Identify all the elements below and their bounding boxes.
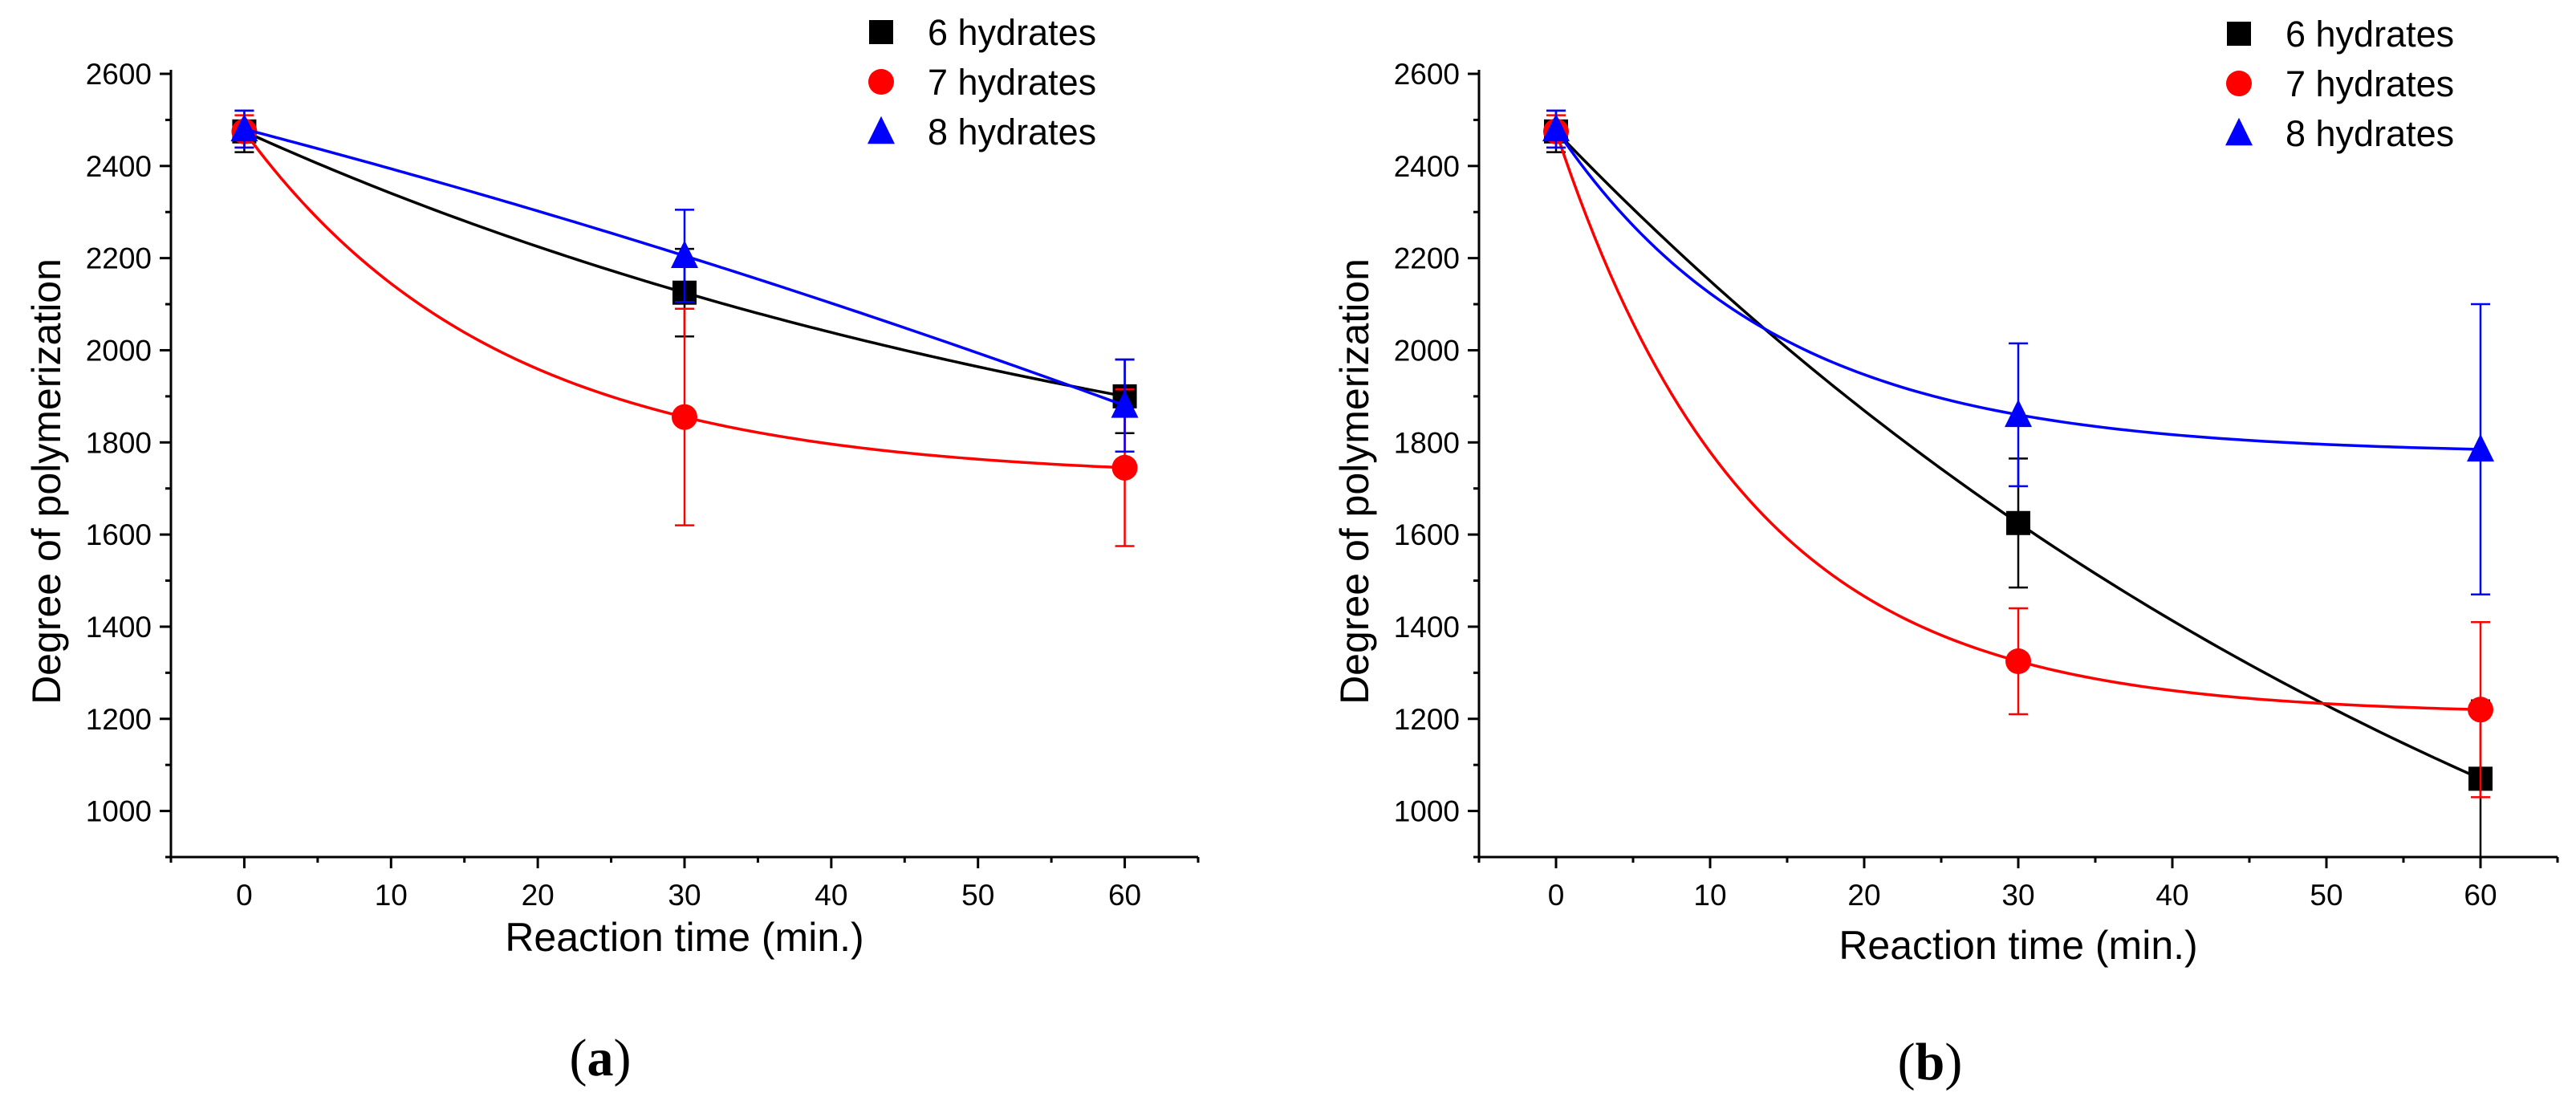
y-tick-label: 1400: [1394, 611, 1460, 644]
y-tick-label: 2200: [1394, 242, 1460, 275]
legend-marker: [867, 116, 895, 144]
y-tick-label: 1200: [1394, 703, 1460, 736]
y-tick-label: 1400: [86, 611, 152, 644]
x-axis-title: Reaction time (min.): [1839, 923, 2197, 968]
data-point: [1542, 113, 1570, 142]
series-7-hydrates: [231, 114, 1138, 547]
x-tick-label: 30: [2001, 879, 2034, 912]
data-point: [2467, 433, 2494, 462]
y-tick-label: 1000: [86, 795, 152, 828]
data-point: [1111, 390, 1139, 418]
legend-label: 6 hydrates: [2285, 14, 2454, 55]
x-tick-label: 40: [815, 879, 847, 912]
panel-label: (a): [570, 1029, 632, 1087]
x-tick-label: 50: [2310, 879, 2342, 912]
legend: 6 hydrates 7 hydrates 8 hydrates: [867, 12, 1096, 152]
x-tick-label: 40: [2155, 879, 2188, 912]
y-tick-label: 2200: [86, 242, 152, 275]
panel-label-close: ): [614, 1029, 632, 1087]
x-tick-label: 10: [375, 879, 408, 912]
y-tick-label: 2000: [86, 334, 152, 367]
chart-panel-b: 1000 1200 1400 1600 1800 2000 2200 2400 2600 0 10 2…: [1332, 14, 2559, 1091]
legend-label: 7 hydrates: [2285, 63, 2454, 104]
panel-label-letter: b: [1916, 1033, 1945, 1091]
y-tick-label: 1600: [1394, 518, 1460, 551]
y-axis-title: Degree of polymerization: [1332, 258, 1377, 705]
panel-label: (b): [1898, 1033, 1963, 1091]
legend-marker: [869, 20, 893, 44]
legend-marker: [2226, 71, 2252, 96]
y-axis-title: Degree of polymerization: [24, 258, 69, 705]
y-tick-label: 2600: [1394, 58, 1460, 91]
panel-label-letter: a: [587, 1029, 614, 1087]
legend-label: 7 hydrates: [928, 62, 1096, 103]
y-tick-label: 2000: [1394, 334, 1460, 367]
legend-label: 8 hydrates: [928, 112, 1096, 152]
chart-panel-a: 1000 1200 1400 1600 1800 2000 2200 2400 2600 0 10 2…: [24, 12, 1200, 1087]
x-tick-label: 0: [1548, 879, 1565, 912]
data-point: [230, 113, 258, 142]
legend-label: 6 hydrates: [928, 12, 1096, 53]
legend-marker: [2227, 22, 2251, 46]
x-tick-label: 20: [1847, 879, 1880, 912]
panel-label-close: ): [1944, 1033, 1962, 1091]
y-tick-label: 1800: [1394, 426, 1460, 459]
panel-label-open: (: [570, 1029, 587, 1087]
data-point: [2005, 399, 2032, 428]
x-tick-label: 60: [2464, 879, 2497, 912]
data-point: [2468, 697, 2493, 723]
data-point: [671, 240, 698, 269]
panel-label-open: (: [1898, 1033, 1916, 1091]
y-tick-label: 1000: [1394, 795, 1460, 828]
y-tick-label: 1200: [86, 703, 152, 736]
data-point: [2006, 510, 2030, 535]
x-tick-label: 50: [961, 879, 994, 912]
y-tick-label: 2600: [86, 58, 152, 91]
data-point: [2005, 648, 2031, 674]
legend-label: 8 hydrates: [2285, 113, 2454, 154]
data-point: [672, 404, 697, 430]
x-axis-title: Reaction time (min.): [505, 915, 863, 960]
y-tick-label: 2400: [1394, 150, 1460, 183]
data-point: [1111, 454, 1138, 481]
x-tick-label: 60: [1108, 879, 1141, 912]
y-tick-label: 2400: [86, 150, 152, 183]
legend-marker: [868, 69, 894, 95]
x-tick-label: 20: [522, 879, 555, 912]
x-tick-label: 10: [1693, 879, 1726, 912]
series-8-hydrates: [230, 109, 1139, 453]
y-tick-label: 1800: [86, 426, 152, 459]
x-tick-label: 30: [668, 879, 701, 912]
series-8-hydrates: [1542, 109, 2494, 596]
y-tick-label: 1600: [86, 518, 152, 551]
legend: 6 hydrates 7 hydrates 8 hydrates: [2225, 14, 2454, 154]
legend-marker: [2225, 117, 2253, 146]
x-tick-label: 0: [236, 879, 253, 912]
